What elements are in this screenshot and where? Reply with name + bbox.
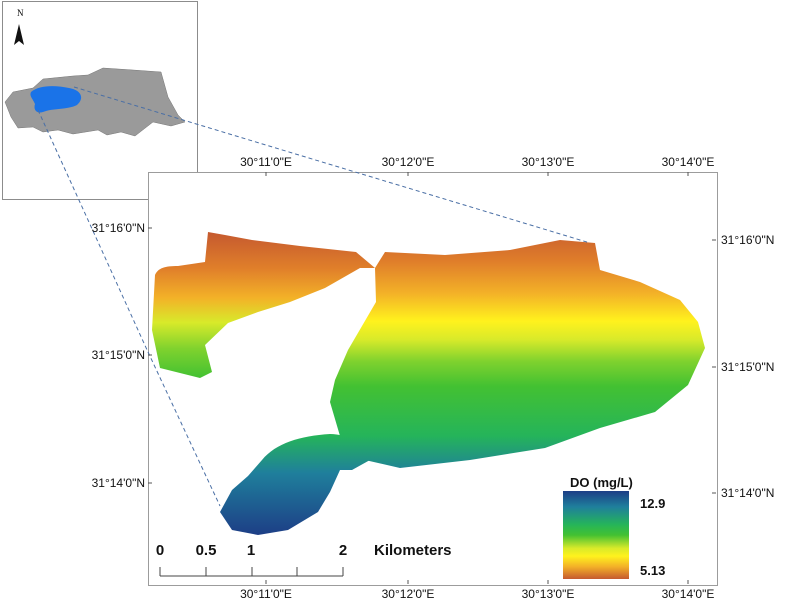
lon-label-bottom: 30°14'0"E [661,587,715,601]
lon-label-top: 30°14'0"E [661,155,715,169]
lat-label-right: 31°15'0"N [721,360,775,374]
lat-label-left: 31°14'0"N [91,476,145,490]
lat-label-right: 31°14'0"N [721,486,775,500]
legend-color-ramp [563,491,629,579]
north-label: N [17,8,24,18]
inset-svg: N [4,8,186,137]
scale-label-1: 1 [246,542,256,559]
lake-main-body [330,240,705,468]
scale-bar-line [159,567,344,577]
north-arrow-icon [14,24,24,45]
lat-label-left: 31°15'0"N [91,348,145,362]
lat-label-left: 31°16'0"N [91,221,145,235]
lon-label-top: 30°13'0"E [521,155,575,169]
lat-label-right: 31°16'0"N [721,233,775,247]
scale-label-2: 2 [338,542,348,559]
scale-unit-label: Kilometers [374,542,452,559]
lake-west-lobe [152,232,375,378]
lon-label-bottom: 30°12'0"E [381,587,435,601]
scale-label-0-5: 0.5 [195,542,217,559]
lake-south-lobe [220,434,370,535]
legend-min-value: 5.13 [640,563,666,578]
inset-leader-line-south [147,351,221,507]
graticule-ticks [148,172,716,584]
inset-map: N [2,1,198,200]
lake-shape [30,86,82,113]
governorate-shape [4,67,186,137]
legend-title: DO (mg/L) [570,475,633,490]
legend-max-value: 12.9 [640,496,666,511]
inset-leader-line-west [37,109,149,353]
lon-label-bottom: 30°13'0"E [521,587,575,601]
scale-label-0: 0 [155,542,165,559]
inset-leader-line-east [73,86,591,244]
lon-label-top: 30°11'0"E [240,155,292,169]
lon-label-top: 30°12'0"E [381,155,435,169]
lon-label-bottom: 30°11'0"E [240,587,292,601]
